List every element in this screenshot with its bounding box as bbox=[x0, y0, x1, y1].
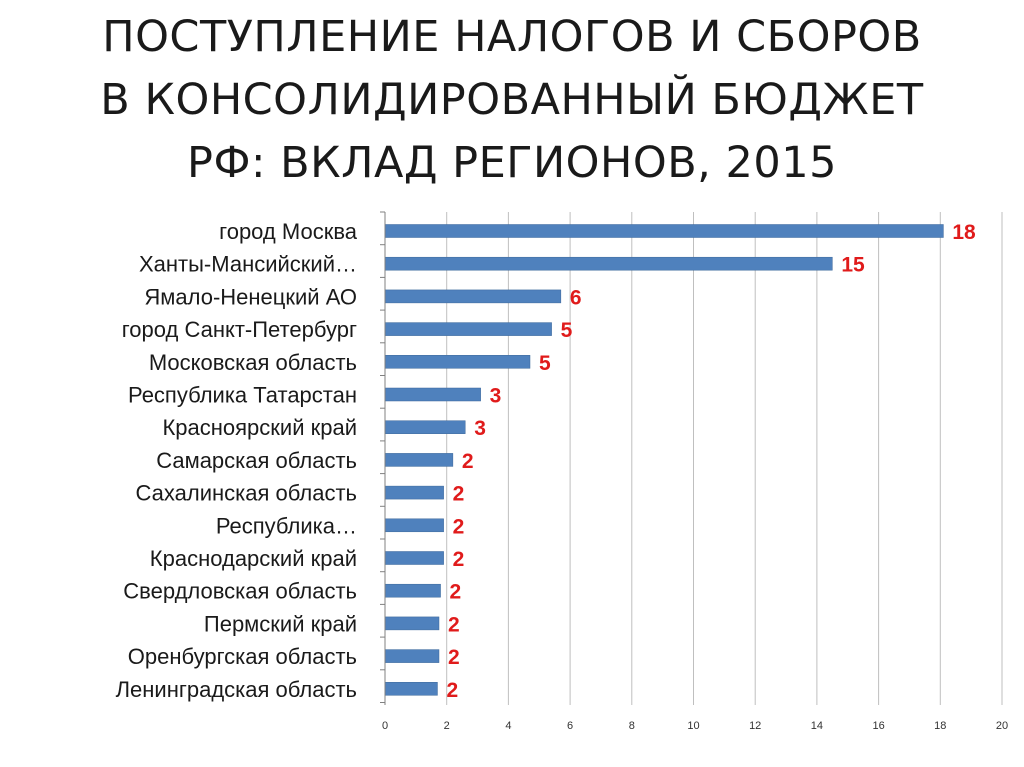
data-label: 2 bbox=[453, 483, 465, 506]
category-label: Республика Татарстан bbox=[128, 383, 357, 408]
bar bbox=[384, 518, 444, 533]
bar bbox=[384, 387, 481, 402]
category-label: Республика… bbox=[216, 513, 357, 538]
data-label: 2 bbox=[453, 548, 465, 571]
x-tick-label: 16 bbox=[872, 720, 884, 732]
category-label: Красноярский край bbox=[162, 415, 357, 440]
bar bbox=[384, 224, 944, 238]
grid-layer bbox=[446, 212, 1003, 705]
bar bbox=[384, 289, 562, 304]
x-tick-label: 20 bbox=[996, 720, 1008, 732]
category-label: Оренбургская область bbox=[128, 644, 357, 669]
bar bbox=[384, 682, 438, 696]
category-label: Пермский край bbox=[204, 611, 357, 636]
data-label: 6 bbox=[570, 286, 582, 309]
title-line-2: В КОНСОЛИДИРОВАННЫЙ БЮДЖЕТ bbox=[100, 75, 924, 125]
bar bbox=[384, 420, 466, 434]
category-label: Свердловская область bbox=[123, 579, 357, 604]
x-tick-label: 4 bbox=[505, 720, 511, 732]
category-label: Краснодарский край bbox=[150, 546, 357, 571]
data-label: 2 bbox=[448, 646, 460, 669]
category-label: Ямало-Ненецкий АО bbox=[144, 284, 357, 309]
bar bbox=[384, 453, 454, 467]
data-label: 15 bbox=[841, 254, 865, 277]
x-tick-label: 10 bbox=[687, 720, 699, 732]
category-label: Сахалинская область bbox=[136, 481, 357, 506]
bar bbox=[384, 485, 444, 500]
bar-layer bbox=[384, 224, 944, 696]
data-label: 5 bbox=[539, 352, 551, 375]
title-line-1: ПОСТУПЛЕНИЕ НАЛОГОВ И СБОРОВ bbox=[102, 12, 922, 62]
title-line-3: РФ: ВКЛАД РЕГИОНОВ, 2015 bbox=[187, 138, 837, 188]
bar bbox=[384, 355, 531, 369]
bar bbox=[384, 649, 440, 663]
category-label: Ленинградская область bbox=[116, 677, 357, 702]
bar bbox=[384, 616, 440, 631]
category-label: Московская область bbox=[149, 350, 357, 375]
data-label: 2 bbox=[450, 581, 462, 604]
category-label: Ханты-Мансийский… bbox=[139, 252, 357, 277]
x-tick-label: 8 bbox=[629, 720, 635, 732]
label-layer: город Москва 18 Ханты-Мансийский… 15 Ямало-Н… bbox=[116, 219, 976, 702]
x-tick-label: 18 bbox=[934, 720, 946, 732]
bar bbox=[384, 583, 441, 598]
category-label: город Москва bbox=[219, 219, 358, 244]
data-label: 3 bbox=[474, 417, 486, 440]
x-tick-label: 2 bbox=[444, 720, 450, 732]
x-tick-label: 0 bbox=[382, 720, 388, 732]
slide-title: ПОСТУПЛЕНИЕ НАЛОГОВ И СБОРОВ В КОНСОЛИДИ… bbox=[0, 6, 1024, 195]
bar bbox=[384, 551, 444, 565]
x-tick-label: 12 bbox=[749, 720, 761, 732]
data-label: 3 bbox=[490, 385, 502, 408]
bar-chart: город Москва 18 Ханты-Мансийский… 15 Ямало-Н… bbox=[116, 211, 1008, 732]
category-label: город Санкт-Петербург bbox=[122, 317, 357, 342]
x-tick-label: 14 bbox=[811, 720, 823, 732]
x-tick-label: 6 bbox=[567, 720, 573, 732]
data-label: 18 bbox=[952, 221, 976, 244]
data-label: 2 bbox=[448, 613, 460, 636]
data-label: 2 bbox=[446, 679, 458, 702]
bar bbox=[384, 322, 552, 336]
bar bbox=[384, 256, 833, 271]
data-label: 5 bbox=[561, 319, 573, 342]
data-label: 2 bbox=[462, 450, 474, 473]
data-label: 2 bbox=[453, 515, 465, 538]
axis-layer: 0 2 4 6 8 10 12 14 16 18 20 bbox=[380, 211, 1008, 732]
category-label: Самарская область bbox=[156, 448, 357, 473]
